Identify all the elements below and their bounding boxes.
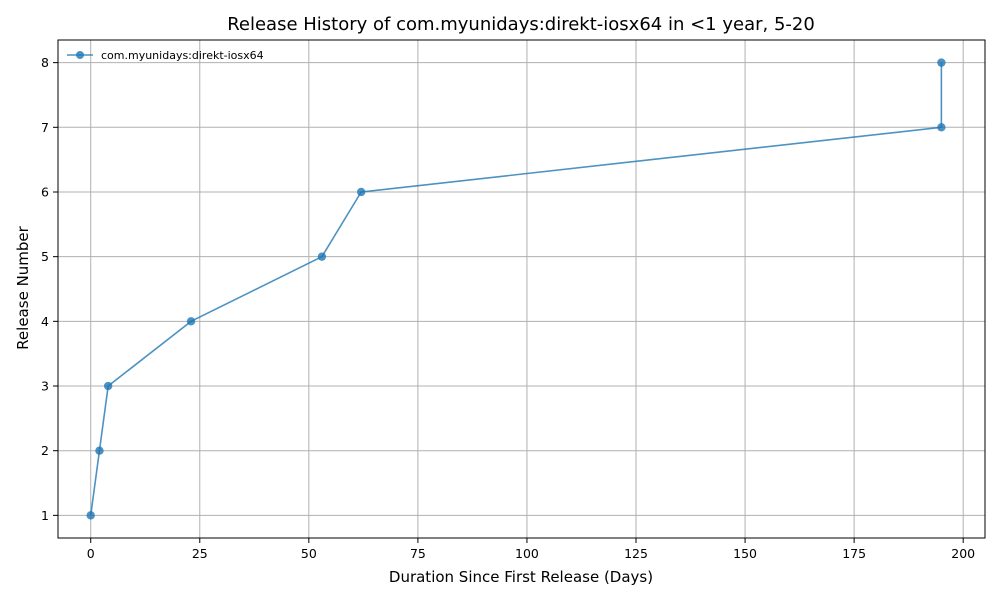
legend-entry-label: com.myunidays:direkt-iosx64 [101, 49, 264, 62]
y-axis-label: Release Number [14, 225, 32, 349]
series-layer [86, 58, 946, 520]
x-tick-label: 25 [192, 546, 208, 561]
plot-frame [57, 39, 986, 539]
y-tick-label: 6 [41, 184, 49, 199]
x-tick-label: 150 [733, 546, 757, 561]
y-tick-label: 2 [41, 443, 49, 458]
y-axis-ticks: 1 2 3 4 5 6 7 8 [41, 55, 58, 523]
y-tick-label: 1 [41, 508, 49, 523]
x-tick-label: 50 [301, 546, 317, 561]
data-point [186, 317, 196, 326]
data-point [317, 252, 327, 261]
data-point [356, 187, 366, 197]
x-tick-label: 0 [87, 546, 95, 561]
legend-point-marker [76, 51, 84, 59]
data-point [95, 446, 104, 455]
data-point [103, 381, 113, 391]
data-point [937, 58, 946, 67]
y-tick-label: 7 [41, 120, 49, 135]
x-tick-label: 75 [410, 546, 426, 561]
x-tick-label: 100 [515, 546, 539, 561]
x-axis-ticks: 0 25 50 75 100 125 150 175 200 [87, 538, 975, 561]
x-axis-label: Duration Since First Release (Days) [389, 568, 653, 586]
series-line [89, 62, 943, 516]
x-tick-label: 175 [842, 546, 866, 561]
x-tick-label: 200 [951, 546, 975, 561]
y-tick-label: 4 [41, 314, 49, 329]
grid [58, 40, 985, 538]
data-point [937, 123, 946, 132]
y-tick-label: 8 [41, 55, 49, 70]
x-tick-label: 125 [624, 546, 648, 561]
data-point [86, 511, 95, 520]
legend: com.myunidays:direkt-iosx64 [67, 49, 264, 62]
chart-title: Release History of com.myunidays:direkt-… [227, 14, 815, 35]
y-tick-label: 3 [41, 379, 49, 394]
y-tick-label: 5 [41, 249, 49, 264]
